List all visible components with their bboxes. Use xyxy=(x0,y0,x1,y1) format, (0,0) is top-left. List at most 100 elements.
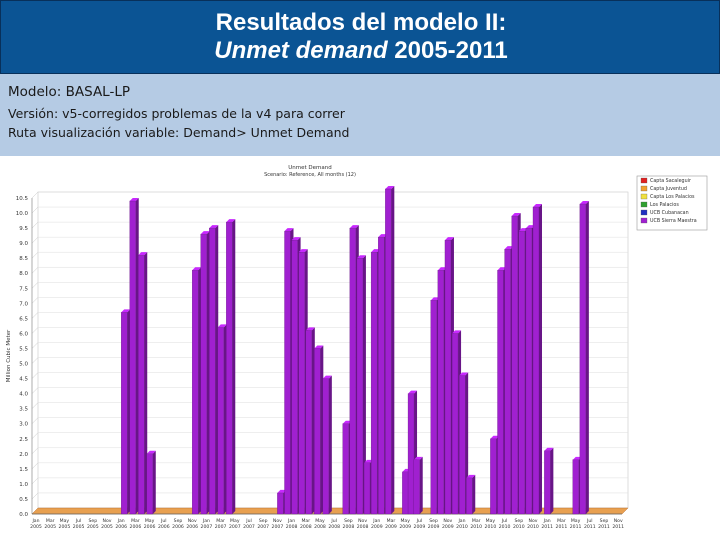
x-tick-year: 2007 xyxy=(201,524,213,530)
bar-top xyxy=(497,267,507,271)
y-tick-label: 4.5 xyxy=(19,377,28,383)
x-tick-month: Nov xyxy=(273,518,282,524)
y-tick-label: 2.0 xyxy=(19,452,28,458)
bar-side xyxy=(232,219,236,515)
bar-side xyxy=(419,456,423,514)
y-tick-label: 5.0 xyxy=(19,362,28,368)
bar-side xyxy=(391,185,395,514)
bar xyxy=(200,233,207,515)
bar xyxy=(146,453,153,515)
y-tick-label: 9.0 xyxy=(19,241,28,247)
bar-top xyxy=(452,330,462,334)
x-tick-month: Sep xyxy=(259,518,268,524)
x-tick-year: 2009 xyxy=(371,524,383,530)
bar xyxy=(129,200,136,515)
bar xyxy=(572,459,579,515)
bar-top xyxy=(444,237,454,241)
x-tick-year: 2005 xyxy=(59,524,71,530)
y-tick-label: 4.0 xyxy=(19,392,28,398)
bar-top xyxy=(314,345,324,349)
bar-side xyxy=(215,225,219,514)
x-tick-month: Nov xyxy=(529,518,538,524)
bar xyxy=(402,471,409,515)
bar-top xyxy=(385,185,395,189)
y-tick-label: 6.0 xyxy=(19,331,28,337)
x-tick-year: 2005 xyxy=(44,524,56,530)
bar-top xyxy=(437,267,447,271)
gridline-depth xyxy=(31,387,39,394)
x-tick-year: 2007 xyxy=(215,524,227,530)
bar-side xyxy=(320,345,324,514)
x-tick-year: 2006 xyxy=(186,524,198,530)
bar-top xyxy=(364,459,374,463)
x-tick-month: Sep xyxy=(429,518,438,524)
gridline-depth xyxy=(31,462,39,470)
bar-side xyxy=(311,327,315,514)
gridline-depth xyxy=(31,297,39,304)
bar-top xyxy=(525,225,535,229)
bar-top xyxy=(226,219,236,223)
gridline-depth xyxy=(31,191,39,199)
x-tick-year: 2011 xyxy=(556,524,568,530)
gridline-depth xyxy=(31,221,39,229)
gridline-depth xyxy=(31,267,39,274)
y-tick-label: 3.0 xyxy=(19,422,28,428)
gridline-depth xyxy=(31,357,39,364)
x-tick-month: May xyxy=(315,518,325,524)
bar xyxy=(322,378,329,515)
bar xyxy=(430,300,437,515)
x-tick-year: 2008 xyxy=(328,524,340,530)
x-tick-year: 2010 xyxy=(513,524,525,530)
x-tick-month: Jul xyxy=(75,518,82,524)
gridline-depth xyxy=(31,447,39,454)
x-tick-month: Nov xyxy=(188,518,197,524)
slide-header: Resultados del modelo II: Unmet demand 2… xyxy=(0,0,720,74)
x-tick-year: 2006 xyxy=(144,524,156,530)
x-tick-month: May xyxy=(571,518,581,524)
x-tick-month: Nov xyxy=(358,518,367,524)
x-tick-year: 2006 xyxy=(158,524,170,530)
bar xyxy=(305,330,312,515)
bar-top xyxy=(579,201,589,205)
legend-label: UCB Cubanacan xyxy=(650,210,689,216)
bar-top xyxy=(504,246,514,250)
bar xyxy=(518,230,525,515)
legend-swatch xyxy=(640,201,648,208)
x-tick-month: Jul xyxy=(501,518,508,524)
bar xyxy=(226,221,233,515)
bar-top xyxy=(298,249,308,253)
gridline-depth xyxy=(31,206,39,214)
gridline-depth xyxy=(31,252,39,259)
bar-top xyxy=(129,198,139,202)
x-tick-month: May xyxy=(486,518,496,524)
y-tick-label: 10.0 xyxy=(16,211,29,217)
x-tick-year: 2008 xyxy=(314,524,326,530)
legend-label: Los Palacios xyxy=(650,202,679,208)
gridline-depth xyxy=(31,432,39,439)
x-tick-year: 2011 xyxy=(584,524,596,530)
legend-swatch xyxy=(640,209,648,216)
x-tick-month: Sep xyxy=(344,518,353,524)
bar xyxy=(579,203,587,515)
bar xyxy=(444,239,452,515)
x-tick-year: 2011 xyxy=(541,524,553,530)
x-tick-year: 2009 xyxy=(385,524,397,530)
info-panel: Modelo: BASAL-LP Versión: v5-corregidos … xyxy=(0,74,720,156)
model-label: Modelo: BASAL-LP xyxy=(8,84,131,100)
legend-swatch xyxy=(640,185,648,192)
bar xyxy=(407,393,415,515)
bar-top xyxy=(511,213,521,217)
y-tick-label: 9.5 xyxy=(19,226,28,232)
x-tick-year: 2007 xyxy=(229,524,241,530)
bar xyxy=(459,375,466,515)
gridline-depth xyxy=(31,417,39,424)
legend-label: Capta Los Palacios xyxy=(650,194,695,200)
bar-top xyxy=(217,324,227,328)
x-tick-year: 2005 xyxy=(30,524,42,530)
x-tick-month: Mar xyxy=(46,518,55,524)
x-tick-month: Sep xyxy=(174,518,183,524)
bar xyxy=(451,333,459,515)
x-tick-month: Nov xyxy=(443,518,452,524)
y-tick-label: 2.5 xyxy=(19,437,28,443)
bar xyxy=(437,270,445,515)
